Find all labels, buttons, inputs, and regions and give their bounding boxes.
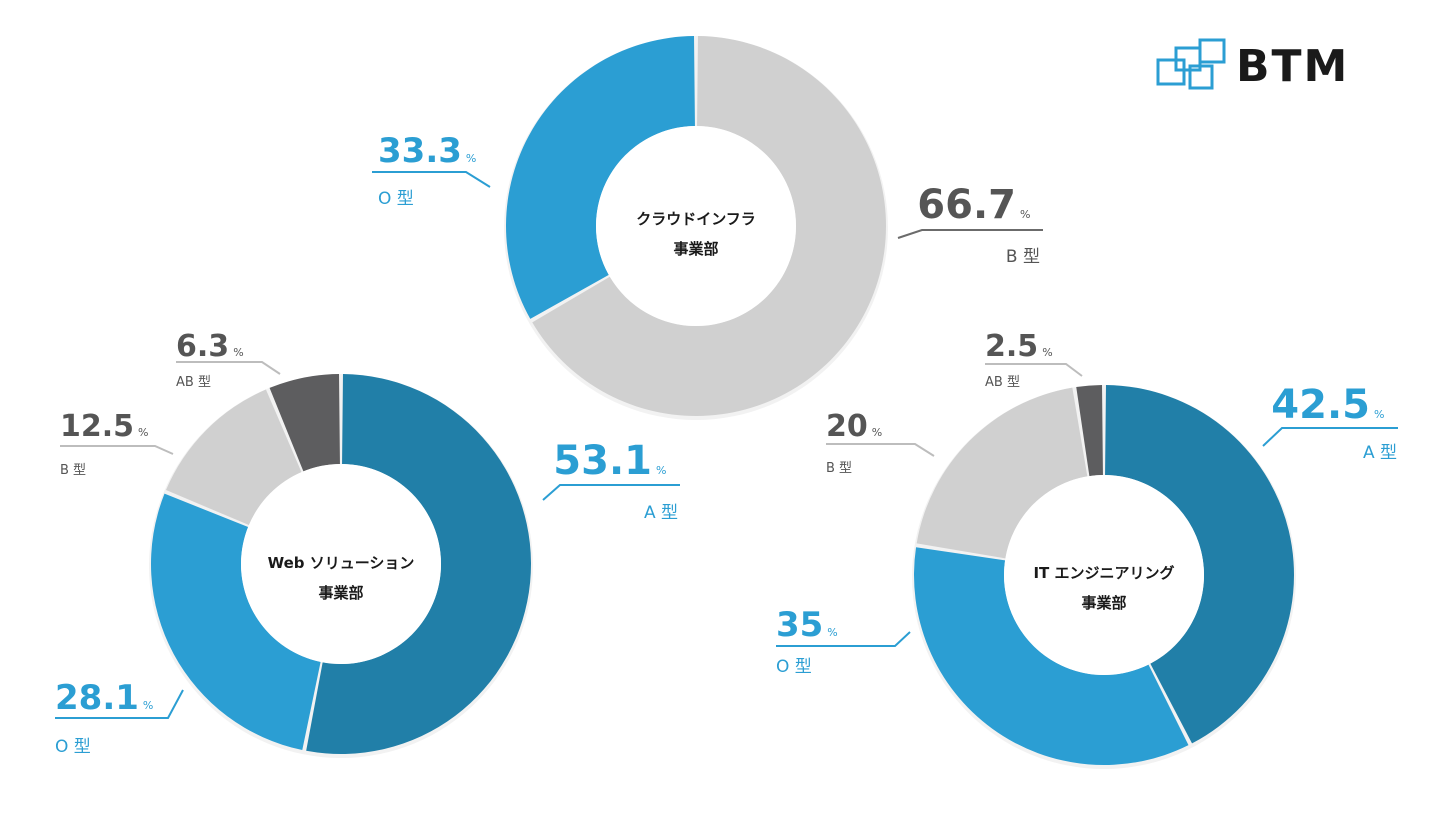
leader-line — [1262, 427, 1398, 447]
slice-value-label: 12.5 — [60, 409, 134, 444]
leader-line — [897, 229, 1043, 239]
slice-category-label: A 型 — [1363, 443, 1397, 463]
donut-slice — [1105, 385, 1295, 744]
slice-category-label: O 型 — [776, 657, 812, 677]
slice-category-label: B 型 — [826, 461, 852, 476]
slice-category-label: AB 型 — [176, 375, 211, 390]
donut-slice — [306, 374, 531, 754]
slice-unit-label: % — [1020, 208, 1030, 221]
btm-logo: BTM — [1156, 36, 1396, 96]
chart-center-title: 事業部 — [318, 584, 363, 602]
leader-line — [985, 363, 1083, 377]
leader-line — [372, 171, 491, 188]
slice-value-label: 66.7 — [917, 182, 1016, 228]
chart-center-title: Web ソリューション — [268, 554, 415, 572]
slice-value-label: 28.1 — [55, 678, 139, 718]
slice-value-label: 20 — [826, 409, 868, 444]
slice-category-label: A 型 — [644, 503, 678, 523]
slice-unit-label: % — [656, 464, 666, 477]
donut-slice — [532, 36, 887, 417]
slice-value-label: 53.1 — [553, 438, 652, 484]
slice-category-label: O 型 — [378, 189, 414, 209]
chart-center-title: 事業部 — [1081, 594, 1126, 612]
brand-name: BTM — [1236, 40, 1350, 92]
slice-value-label: 42.5 — [1271, 382, 1370, 428]
slice-category-label: O 型 — [55, 737, 91, 757]
btm-logo-icon — [1156, 38, 1226, 90]
leader-line — [55, 689, 184, 719]
slice-unit-label: % — [143, 699, 153, 712]
slice-unit-label: % — [827, 626, 837, 639]
slice-category-label: B 型 — [60, 463, 86, 478]
donut-hole — [596, 126, 796, 326]
chart-center-title: クラウドインフラ — [636, 210, 756, 228]
slice-unit-label: % — [138, 426, 148, 439]
donut-slice — [269, 374, 340, 472]
leader-line — [176, 361, 281, 375]
leader-line — [542, 484, 680, 501]
donut-slice — [150, 493, 321, 751]
donut-slice — [1076, 385, 1103, 477]
donut-slice — [506, 36, 695, 319]
donut-slice — [916, 387, 1088, 559]
chart-center-title: 事業部 — [673, 240, 718, 258]
slice-unit-label: % — [466, 152, 476, 165]
donut-hole — [241, 464, 441, 664]
slice-value-label: 35 — [776, 605, 823, 645]
slice-unit-label: % — [233, 346, 243, 359]
slice-unit-label: % — [872, 426, 882, 439]
slice-unit-label: % — [1042, 346, 1052, 359]
leader-line — [60, 445, 174, 455]
slice-unit-label: % — [1374, 408, 1384, 421]
slice-value-label: 6.3 — [176, 329, 229, 364]
slice-value-label: 33.3 — [378, 131, 462, 171]
leader-line — [826, 443, 935, 457]
leader-line — [776, 631, 911, 647]
slice-category-label: B 型 — [1006, 247, 1040, 267]
donut-hole — [1004, 475, 1204, 675]
slice-category-label: AB 型 — [985, 375, 1020, 390]
donut-slice — [914, 547, 1189, 765]
slice-value-label: 2.5 — [985, 329, 1038, 364]
donut-slice — [166, 389, 302, 526]
chart-center-title: IT エンジニアリング — [1033, 564, 1174, 582]
